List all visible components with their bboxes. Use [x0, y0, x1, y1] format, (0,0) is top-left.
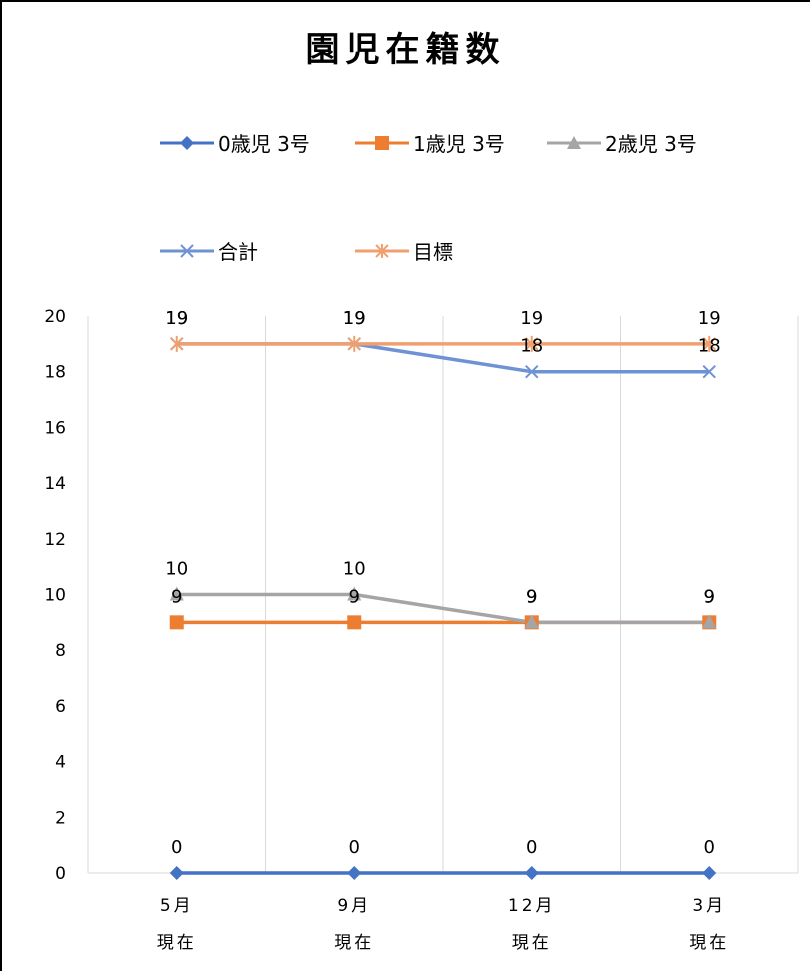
data-point: [347, 866, 362, 880]
data-label: 0: [704, 837, 715, 858]
x-tick-label-sub: 現在: [689, 933, 729, 953]
data-point: [524, 866, 539, 880]
legend-marker-diamond-icon: [160, 135, 214, 150]
y-tick-label: 16: [44, 418, 66, 438]
data-point: [702, 614, 717, 629]
legend-marker-square-icon: [355, 135, 409, 150]
legend-item-1: 1歳児 3号: [353, 128, 505, 157]
data-point: [170, 335, 184, 352]
data-point: [169, 586, 184, 601]
data-point: [347, 586, 362, 601]
data-label: 19: [165, 308, 188, 329]
data-label: 9: [704, 586, 715, 607]
legend-label: 目標: [413, 240, 453, 264]
legend-label: 合計: [218, 240, 258, 264]
x-tick-label: 5月: [160, 896, 194, 916]
y-tick-label: 4: [55, 753, 66, 773]
data-label: 19: [520, 308, 543, 329]
data-label: 10: [165, 559, 188, 580]
data-label: 9: [526, 586, 537, 607]
data-label: 19: [343, 308, 366, 329]
legend-item-4: 目標: [353, 236, 453, 265]
legend-marker-x-icon: [160, 243, 214, 258]
y-tick-label: 6: [55, 697, 66, 717]
y-tick-label: 18: [44, 363, 66, 383]
data-point: [169, 615, 184, 630]
data-label: 0: [349, 837, 360, 858]
data-point: [525, 335, 539, 352]
data-point: [524, 614, 539, 629]
data-point: [525, 364, 539, 379]
data-label: 18: [520, 336, 543, 357]
data-point: [702, 335, 716, 352]
legend-label: 1歳児 3号: [413, 132, 505, 156]
data-point: [347, 615, 362, 630]
data-point: [702, 866, 717, 880]
y-tick-label: 10: [44, 586, 66, 606]
x-tick-label: 9月: [337, 896, 371, 916]
data-label: 0: [526, 837, 537, 858]
data-label: 19: [165, 308, 188, 329]
legend-label: 2歳児 3号: [605, 132, 697, 156]
y-tick-label: 14: [44, 474, 66, 494]
data-point: [169, 866, 184, 880]
x-tick-label-sub: 現在: [334, 933, 374, 953]
chart-title: 園児在籍数: [305, 30, 506, 70]
data-point: [702, 364, 716, 379]
y-tick-label: 20: [44, 307, 66, 327]
data-label: 9: [526, 586, 537, 607]
legend-marker-triangle-icon: [547, 135, 601, 149]
data-label: 19: [698, 308, 721, 329]
legend-item-0: 0歳児 3号: [158, 128, 310, 157]
data-label: 9: [171, 586, 182, 607]
data-label: 10: [343, 559, 366, 580]
y-tick-label: 2: [55, 808, 66, 828]
data-label: 9: [349, 586, 360, 607]
x-tick-label-sub: 現在: [512, 933, 552, 953]
legend-item-2: 2歳児 3号: [545, 128, 697, 157]
legend-item-3: 合計: [158, 236, 258, 265]
legend-marker-star-icon: [355, 243, 409, 258]
data-label: 18: [698, 336, 721, 357]
y-tick-label: 0: [55, 864, 66, 884]
data-label: 19: [343, 308, 366, 329]
x-tick-label: 12月: [508, 896, 556, 916]
x-tick-label: 3月: [692, 896, 726, 916]
data-point: [347, 335, 361, 352]
data-label: 9: [704, 586, 715, 607]
y-tick-label: 12: [44, 530, 66, 550]
y-tick-label: 8: [55, 641, 66, 661]
data-label: 0: [171, 837, 182, 858]
x-tick-label-sub: 現在: [157, 933, 197, 953]
series-line: [176, 592, 710, 625]
legend-label: 0歳児 3号: [218, 132, 310, 156]
